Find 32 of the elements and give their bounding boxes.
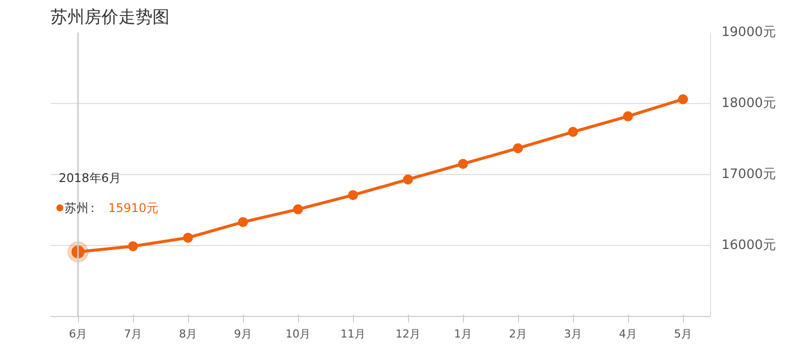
point: [403, 174, 413, 184]
annotation: 15910元: [108, 200, 158, 215]
x-tick-label: 3月: [564, 328, 582, 340]
y-tick-label: 18000元: [722, 96, 776, 111]
x-tick-label: 5月: [674, 328, 692, 340]
point: [458, 158, 468, 169]
annotation: ：: [86, 200, 98, 215]
point: [568, 126, 578, 137]
x-tick-label: 1月: [454, 328, 472, 340]
point: [128, 241, 138, 252]
x-tick-label: 12月: [396, 328, 420, 340]
point: [623, 111, 633, 122]
legend-label: 苏州: [64, 200, 88, 215]
x-tick-label: 8月: [179, 328, 197, 340]
x-tick-label: 7月: [124, 328, 142, 340]
point: [513, 143, 523, 154]
point: [678, 94, 688, 104]
x-tick-label: 4月: [619, 328, 637, 340]
y-tick-label: 16000元: [722, 238, 776, 253]
y-tick-label: 19000元: [722, 25, 776, 40]
annotation: 2018年6月: [58, 171, 121, 186]
point: [183, 232, 193, 243]
point: [348, 190, 358, 200]
x-tick-label: 6月: [69, 328, 87, 340]
point: [293, 204, 303, 214]
y-tick-label: 17000元: [722, 167, 776, 182]
x-tick-label: 10月: [286, 328, 310, 340]
x-tick-label: 9月: [234, 328, 252, 340]
x-tick-label: 11月: [340, 328, 366, 340]
x-tick-label: 2月: [509, 328, 527, 340]
point: [238, 217, 248, 228]
chart-title: 苏州房价走势图: [50, 8, 170, 28]
